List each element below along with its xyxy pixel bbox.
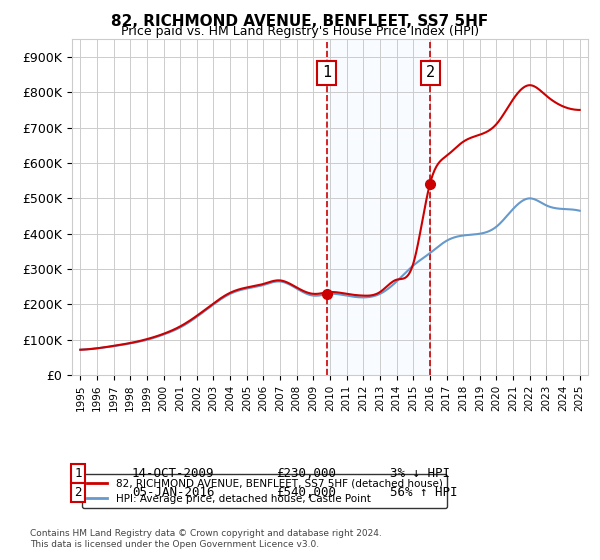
Text: 1: 1	[74, 466, 82, 480]
Text: Price paid vs. HM Land Registry's House Price Index (HPI): Price paid vs. HM Land Registry's House …	[121, 25, 479, 38]
Text: 82, RICHMOND AVENUE, BENFLEET, SS7 5HF: 82, RICHMOND AVENUE, BENFLEET, SS7 5HF	[112, 14, 488, 29]
Text: 3% ↓ HPI: 3% ↓ HPI	[390, 466, 450, 480]
Text: 2: 2	[426, 66, 435, 80]
Bar	[326, 39, 430, 375]
Legend: 82, RICHMOND AVENUE, BENFLEET, SS7 5HF (detached house), HPI: Average price, det: 82, RICHMOND AVENUE, BENFLEET, SS7 5HF (…	[82, 474, 447, 508]
Text: £540,000: £540,000	[276, 486, 336, 500]
Text: Contains HM Land Registry data © Crown copyright and database right 2024.
This d: Contains HM Land Registry data © Crown c…	[30, 529, 382, 549]
Text: 2: 2	[74, 486, 82, 500]
Text: 05-JAN-2016: 05-JAN-2016	[132, 486, 215, 500]
Text: £230,000: £230,000	[276, 466, 336, 480]
Text: 1: 1	[322, 66, 331, 80]
Text: 56% ↑ HPI: 56% ↑ HPI	[390, 486, 458, 500]
Text: 14-OCT-2009: 14-OCT-2009	[132, 466, 215, 480]
